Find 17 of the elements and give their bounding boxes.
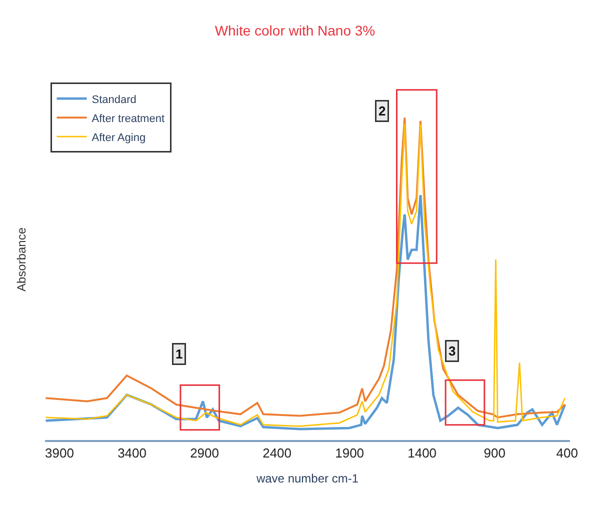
x-tick-label: 1400: [408, 445, 437, 460]
annotation: 3: [448, 344, 456, 358]
x-tick-label: 2400: [262, 445, 292, 460]
x-tick-label: 1900: [335, 445, 364, 460]
chart-title: White color with Nano 3%: [214, 22, 376, 38]
x-tick-label: 400: [556, 445, 578, 460]
legend-label: Standard: [92, 94, 136, 106]
annotation: 1: [176, 346, 183, 362]
y-axis-title: Absorbance: [14, 227, 28, 292]
annotation: 2: [378, 104, 386, 118]
legend-label: After treatment: [92, 112, 165, 125]
x-tick-label: 3400: [118, 445, 146, 460]
x-tick-label: 2900: [190, 445, 219, 460]
legend-label: After Aging: [92, 132, 146, 144]
x-tick-label: 3900: [45, 445, 74, 460]
x-axis-title: wave number cm-1: [255, 472, 359, 486]
x-tick-label: 900: [484, 445, 506, 460]
